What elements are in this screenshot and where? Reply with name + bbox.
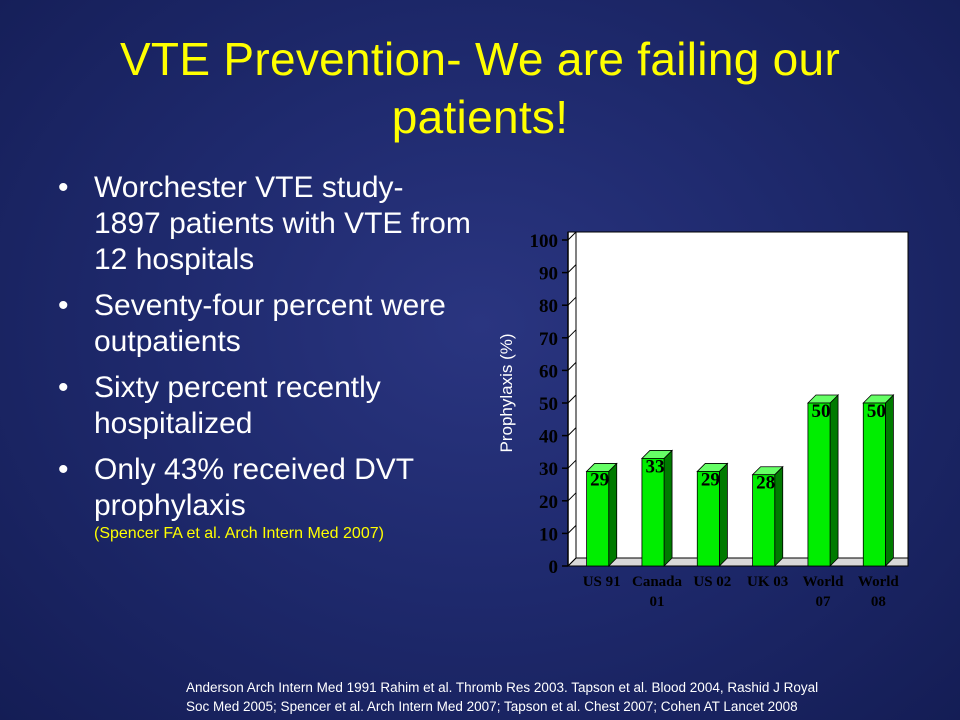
slide-title-line-1: VTE Prevention- We are failing our (119, 33, 841, 85)
slide-title-line-2: patients! (391, 91, 569, 143)
bullet-text: Sixty percent recently hospitalized (94, 371, 381, 440)
y-tick-label: 10 (539, 524, 558, 545)
x-category-label: 08 (871, 594, 886, 610)
bar-group (585, 462, 618, 567)
y-tick-label: 70 (539, 329, 558, 350)
bar-side (663, 449, 673, 567)
x-category-label: Canada (632, 574, 683, 590)
x-category-label: 01 (650, 594, 665, 610)
bar (807, 402, 831, 567)
y-tick-depth-line (567, 296, 577, 306)
y-tick-depth-line (567, 557, 577, 567)
bar (586, 471, 610, 567)
bullet-dot: • (58, 289, 69, 322)
x-category-label: 07 (816, 594, 832, 610)
bullet-item: • Only 43% received DVT prophylaxis (Spe… (58, 452, 478, 544)
bullet-list: • Worchester VTE study- 1897 patients wi… (58, 170, 478, 554)
bullet-dot: • (58, 371, 69, 404)
bar (696, 471, 720, 567)
data-label: 29 (590, 469, 609, 490)
bar (752, 474, 776, 567)
footnote-line-1: Anderson Arch Intern Med 1991 Rahim et a… (186, 680, 819, 695)
x-category-label: World (858, 574, 899, 590)
bar-group (696, 462, 729, 567)
bullet-text: Only 43% received DVT prophylaxis (94, 453, 414, 522)
y-tick-depth-line (567, 525, 577, 534)
x-category-label: UK 03 (747, 574, 788, 590)
bar-group (640, 449, 674, 567)
y-tick-label: 30 (539, 459, 558, 480)
data-label: 50 (812, 401, 831, 422)
bullet-dot: • (58, 453, 69, 486)
chart-floor (566, 557, 909, 567)
bar-group (751, 465, 784, 567)
bar-side (774, 465, 784, 567)
y-tick-label: 90 (539, 264, 558, 285)
y-tick-label: 40 (539, 427, 558, 448)
y-tick-depth-line (567, 231, 577, 241)
references-footnote: Anderson Arch Intern Med 1991 Rahim et a… (186, 678, 946, 716)
y-tick-depth-line (567, 362, 577, 371)
bullet-item: • Sixty percent recently hospitalized (58, 370, 478, 442)
y-tick-depth-line (567, 427, 577, 436)
bar (862, 402, 886, 567)
y-tick-label: 60 (539, 361, 558, 382)
y-tick-label: 100 (530, 231, 559, 252)
bar-side (718, 462, 728, 567)
y-tick-label: 20 (539, 492, 558, 513)
y-tick-depth-line (567, 459, 577, 469)
y-tick-label: 0 (549, 557, 559, 578)
bullet-text: Seventy-four percent were outpatients (94, 289, 446, 358)
slide-title: VTE Prevention- We are failing our patie… (40, 30, 920, 146)
x-category-label: US 91 (583, 574, 621, 590)
bar-group (806, 394, 840, 567)
data-label: 33 (646, 456, 665, 477)
citation-text: (Spencer FA et al. Arch Intern Med 2007) (94, 525, 384, 542)
bar-side (608, 462, 618, 567)
footnote-line-2: Soc Med 2005; Spencer et al. Arch Intern… (186, 699, 798, 714)
data-label: 28 (756, 473, 775, 494)
data-label: 50 (867, 401, 886, 422)
bullet-text: Worchester VTE study- 1897 patients with… (94, 171, 471, 276)
y-axis-title: Prophylaxis (%) (497, 333, 516, 452)
bullet-item: • Worchester VTE study- 1897 patients wi… (58, 170, 478, 278)
x-category-label: World (803, 574, 844, 590)
y-tick-depth-line (567, 264, 577, 273)
y-tick-depth-line (567, 492, 577, 502)
bar-side (884, 394, 894, 567)
y-tick-depth-line (567, 394, 577, 404)
y-tick-depth-line (567, 329, 577, 339)
bar-side (829, 394, 839, 567)
data-label: 29 (701, 469, 720, 490)
y-tick-label: 50 (539, 394, 558, 415)
bullet-dot: • (58, 171, 69, 204)
y-tick-label: 80 (539, 296, 558, 317)
bar-group (862, 394, 895, 567)
x-category-label: US 02 (693, 574, 731, 590)
plot-area (567, 231, 909, 567)
bullet-item: • Seventy-four percent were outpatients (58, 288, 478, 360)
bar (641, 458, 665, 567)
